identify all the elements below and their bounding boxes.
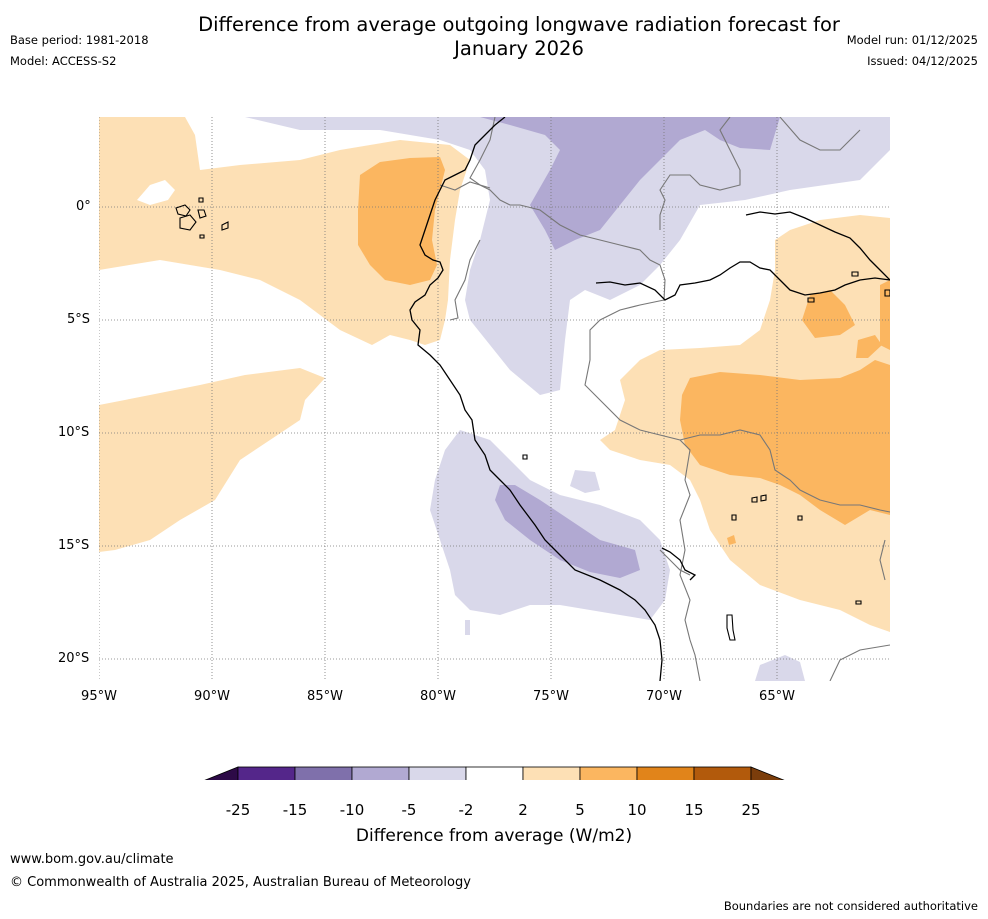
model-run-date: Model run: 01/12/2025 — [846, 33, 978, 47]
model-name: Model: ACCESS-S2 — [10, 54, 117, 68]
colorbar-swatch — [408, 766, 467, 780]
anomaly-region-orange-amazon — [802, 290, 855, 338]
title-line-2: January 2026 — [454, 37, 584, 60]
anomaly-region-orange-dot — [727, 535, 736, 545]
colorbar-tick: -15 — [282, 801, 308, 819]
colorbar-tick: 2 — [518, 801, 528, 819]
colorbar-swatch — [237, 766, 296, 780]
anomaly-region-light-orange-west — [99, 368, 325, 552]
colorbar — [204, 766, 785, 780]
colorbar-tick: 15 — [684, 801, 704, 819]
lat-label-10s: 10°S — [58, 425, 90, 440]
colorbar-tick: -2 — [458, 801, 474, 819]
anomaly-region-purple-coast — [495, 485, 640, 578]
anomaly-region-light-purple-dot — [465, 620, 470, 635]
colorbar-tick: -25 — [225, 801, 251, 819]
base-period: Base period: 1981-2018 — [10, 33, 149, 47]
islands — [175, 197, 890, 641]
colorbar-tick: -10 — [339, 801, 365, 819]
metadata-left: Base period: 1981-2018 Model: ACCESS-S2 — [10, 30, 149, 72]
colorbar-extension-high — [750, 766, 785, 780]
lon-label-75w: 75°W — [533, 689, 569, 704]
lon-label-95w: 95°W — [81, 689, 117, 704]
colorbar-swatch — [294, 766, 353, 780]
colorbar-swatch — [351, 766, 410, 780]
anomaly-region-purple-north — [480, 117, 780, 250]
lon-label-80w: 80°W — [420, 689, 456, 704]
footer-note: Boundaries are not considered authoritat… — [723, 899, 978, 913]
lat-label-15s: 15°S — [58, 538, 90, 553]
colorbar-tick: 10 — [627, 801, 647, 819]
title-line-1: Difference from average outgoing longwav… — [198, 13, 840, 36]
colorbar-extension-low — [204, 766, 239, 780]
anomaly-region-orange-brazil — [680, 360, 890, 525]
issued-date: Issued: 04/12/2025 — [867, 54, 978, 68]
lon-label-65w: 65°W — [759, 689, 795, 704]
lon-label-90w: 90°W — [194, 689, 230, 704]
lat-label-0: 0° — [76, 199, 91, 214]
graticule — [99, 117, 890, 681]
map-figure — [99, 117, 890, 780]
lat-label-20s: 20°S — [58, 651, 90, 666]
anomaly-region-light-purple-south — [755, 655, 805, 681]
country-borders — [439, 117, 890, 681]
colorbar-title: Difference from average (W/m2) — [355, 826, 633, 846]
anomaly-region-orange-spot — [856, 335, 882, 358]
colorbar-swatch — [522, 766, 581, 780]
anomaly-region-light-purple-north — [245, 117, 890, 395]
anomaly-map — [99, 117, 890, 681]
colorbar-swatch — [579, 766, 638, 780]
lon-label-85w: 85°W — [307, 689, 343, 704]
map-title: Difference from average outgoing longwav… — [0, 13, 988, 61]
colorbar-swatch — [636, 766, 695, 780]
colorbar-swatch — [465, 766, 524, 780]
lat-label-5s: 5°S — [67, 312, 91, 327]
colorbar-tick: 25 — [741, 801, 761, 819]
colorbar-tick: 5 — [575, 801, 585, 819]
anomaly-region-orange-east-edge — [880, 280, 890, 350]
metadata-right: Model run: 01/12/2025 Issued: 04/12/2025 — [847, 30, 978, 72]
coastline — [409, 117, 890, 681]
footer-url: www.bom.gov.au/climate — [10, 852, 174, 867]
anomaly-gap-galapagos — [137, 180, 175, 205]
anomaly-region-orange-offshore — [358, 157, 445, 285]
anomaly-region-light-orange-edge — [99, 120, 103, 140]
anomaly-region-light-purple-small — [570, 470, 600, 493]
lon-label-70w: 70°W — [646, 689, 682, 704]
colorbar-tick: -5 — [401, 801, 417, 819]
footer-copyright: © Commonwealth of Australia 2025, Austra… — [10, 875, 471, 890]
colorbar-swatch — [693, 766, 752, 780]
